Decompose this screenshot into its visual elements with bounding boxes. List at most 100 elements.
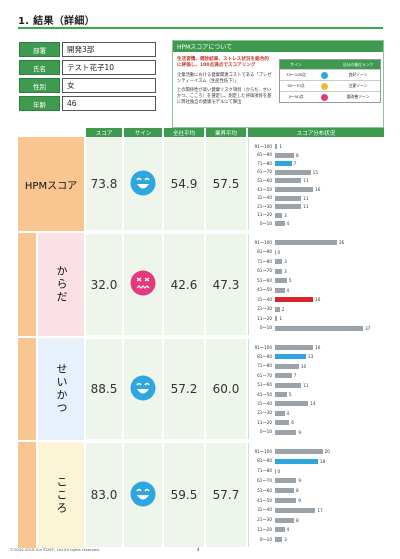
cell-company-avg: 54.9 [164, 138, 204, 230]
distribution-row: 31〜40 14 [249, 399, 384, 408]
band-label: 41〜50 [257, 497, 272, 503]
band-count: 4 [286, 410, 290, 416]
band-label: 0〜10 [259, 325, 272, 330]
distribution-row: 0〜10 4 [249, 219, 384, 228]
cell-industry-avg: 60.0 [206, 339, 246, 439]
legend-range: 0〜50点 [288, 94, 304, 99]
band-count: 15 [312, 169, 319, 175]
band-count: 11 [303, 382, 309, 388]
distribution-row: 81〜90 0 [249, 248, 384, 257]
info-paragraph: との関係性が高い健康リスク項目（からだ、せいかつ、こころ）を選定し、測定した評価… [177, 88, 272, 105]
band-count: 9 [298, 429, 302, 435]
score-table: スコア サイン 全社平均 業界平均 スコア分布状況 HPMスコア 73.8 54.9… [18, 128, 384, 551]
cell-score: 73.8 [86, 138, 122, 230]
distribution-bar [275, 363, 299, 369]
legend-dot-icon [320, 93, 328, 101]
legend-header-cell: 自分の業位ランク [342, 61, 374, 67]
band-count: 4 [286, 221, 290, 227]
band-label: 41〜50 [257, 186, 272, 192]
band-label: 61〜70 [257, 169, 272, 175]
distribution-row: 61〜70 9 [249, 476, 384, 485]
distribution-row: 0〜10 3 [249, 535, 384, 544]
band-label: 0〜10 [259, 220, 272, 226]
cell-sign [124, 138, 162, 230]
band-count: 18 [319, 458, 326, 464]
distribution-row: 31〜40 11 [249, 194, 384, 203]
profile-table: 部署 開発3部 氏名 テスト花子10 性別 女 年齢 46 [19, 42, 156, 114]
band-label: 0〜10 [259, 536, 272, 542]
band-label: 41〜50 [257, 391, 272, 397]
smile-face-icon [130, 170, 156, 199]
distribution-row: 91〜100 16 [249, 343, 384, 352]
band-label: 21〜30 [257, 203, 272, 209]
distribution-bar [275, 517, 295, 523]
distribution-row: 21〜30 11 [249, 202, 384, 211]
distribution-row: 0〜10 9 [249, 428, 384, 437]
distribution-row: 31〜40 16 [249, 295, 384, 304]
band-count: 7 [293, 373, 297, 379]
distribution-row: 81〜90 13 [249, 352, 384, 361]
band-label: 61〜70 [257, 372, 272, 378]
band-label: 21〜30 [257, 306, 272, 311]
cell-score: 88.5 [86, 339, 122, 439]
page-title: 1. 結果（詳細） [18, 16, 95, 27]
legend-row: 50〜70点 注意ゾーン [280, 80, 380, 91]
distribution-chart: 91〜100 16 81〜90 13 71〜80 10 61〜70 7 51〜60 11 41〜50… [248, 339, 384, 439]
band-count: 1 [279, 316, 283, 321]
profile-value: 46 [62, 96, 156, 111]
distribution-bar [275, 306, 280, 312]
distribution-bar [275, 354, 306, 360]
band-label: 61〜70 [257, 268, 272, 273]
distribution-bar [275, 410, 285, 416]
band-count: 3 [284, 259, 287, 264]
info-heading: HPMスコアについて [173, 41, 383, 52]
smile-face-icon [130, 375, 156, 404]
band-label: 31〜40 [257, 195, 272, 201]
band-count: 8 [296, 488, 299, 494]
cell-company-avg: 42.6 [164, 234, 204, 335]
cell-industry-avg: 57.5 [206, 138, 246, 230]
section-indent [18, 442, 36, 548]
band-count: 16 [315, 187, 321, 192]
cell-sign [124, 443, 162, 547]
legend-label: 注意ゾーン [348, 83, 368, 88]
cell-industry-avg: 47.3 [206, 234, 246, 335]
legend-range: 50〜70点 [287, 83, 305, 88]
band-count: 20 [324, 449, 330, 454]
page-header: 1. 結果（詳細） [18, 12, 383, 29]
band-label: 71〜80 [257, 363, 272, 369]
distribution-bar [275, 268, 283, 274]
band-count: 11 [303, 195, 309, 201]
band-count: 7 [293, 161, 297, 167]
distribution-bar [275, 401, 309, 407]
band-count: 3 [284, 537, 287, 543]
band-label: 11〜20 [257, 315, 272, 321]
band-label: 61〜70 [257, 477, 272, 483]
page-number: 4 [197, 547, 200, 552]
band-count: 5 [288, 392, 292, 397]
cell-score: 32.0 [86, 234, 122, 335]
distribution-chart: 91〜100 26 81〜90 0 71〜80 3 61〜70 3 51〜60 5 41〜50 4 31… [248, 234, 384, 335]
distribution-bar [275, 478, 297, 484]
band-count: 4 [286, 287, 290, 293]
distribution-row: 11〜20 4 [249, 525, 384, 534]
distribution-row: 61〜70 7 [249, 371, 384, 380]
band-label: 51〜60 [257, 177, 272, 183]
info-lead: 生活習慣、健診結果、ストレス状況を総合的に評価し、100点満点でスコアリング [177, 57, 269, 68]
distribution-bar [275, 382, 302, 388]
distribution-bar [275, 204, 302, 210]
info-body: 生活習慣、健診結果、ストレス状況を総合的に評価し、100点満点でスコアリング 企… [177, 57, 272, 109]
band-label: 91〜100 [254, 239, 272, 245]
distribution-bar [275, 221, 285, 227]
distribution-bar [275, 325, 363, 331]
profile-label: 性別 [19, 78, 60, 93]
profile-label: 部署 [19, 42, 60, 57]
distribution-bar [275, 187, 314, 192]
distribution-bar [275, 527, 285, 533]
header-industry-avg: 業界平均 [206, 128, 246, 137]
distribution-bar [275, 507, 316, 513]
band-label: 71〜80 [257, 160, 272, 166]
band-label: 51〜60 [257, 382, 272, 388]
distribution-row: 11〜20 6 [249, 418, 384, 427]
distribution-row: 21〜30 8 [249, 516, 384, 525]
